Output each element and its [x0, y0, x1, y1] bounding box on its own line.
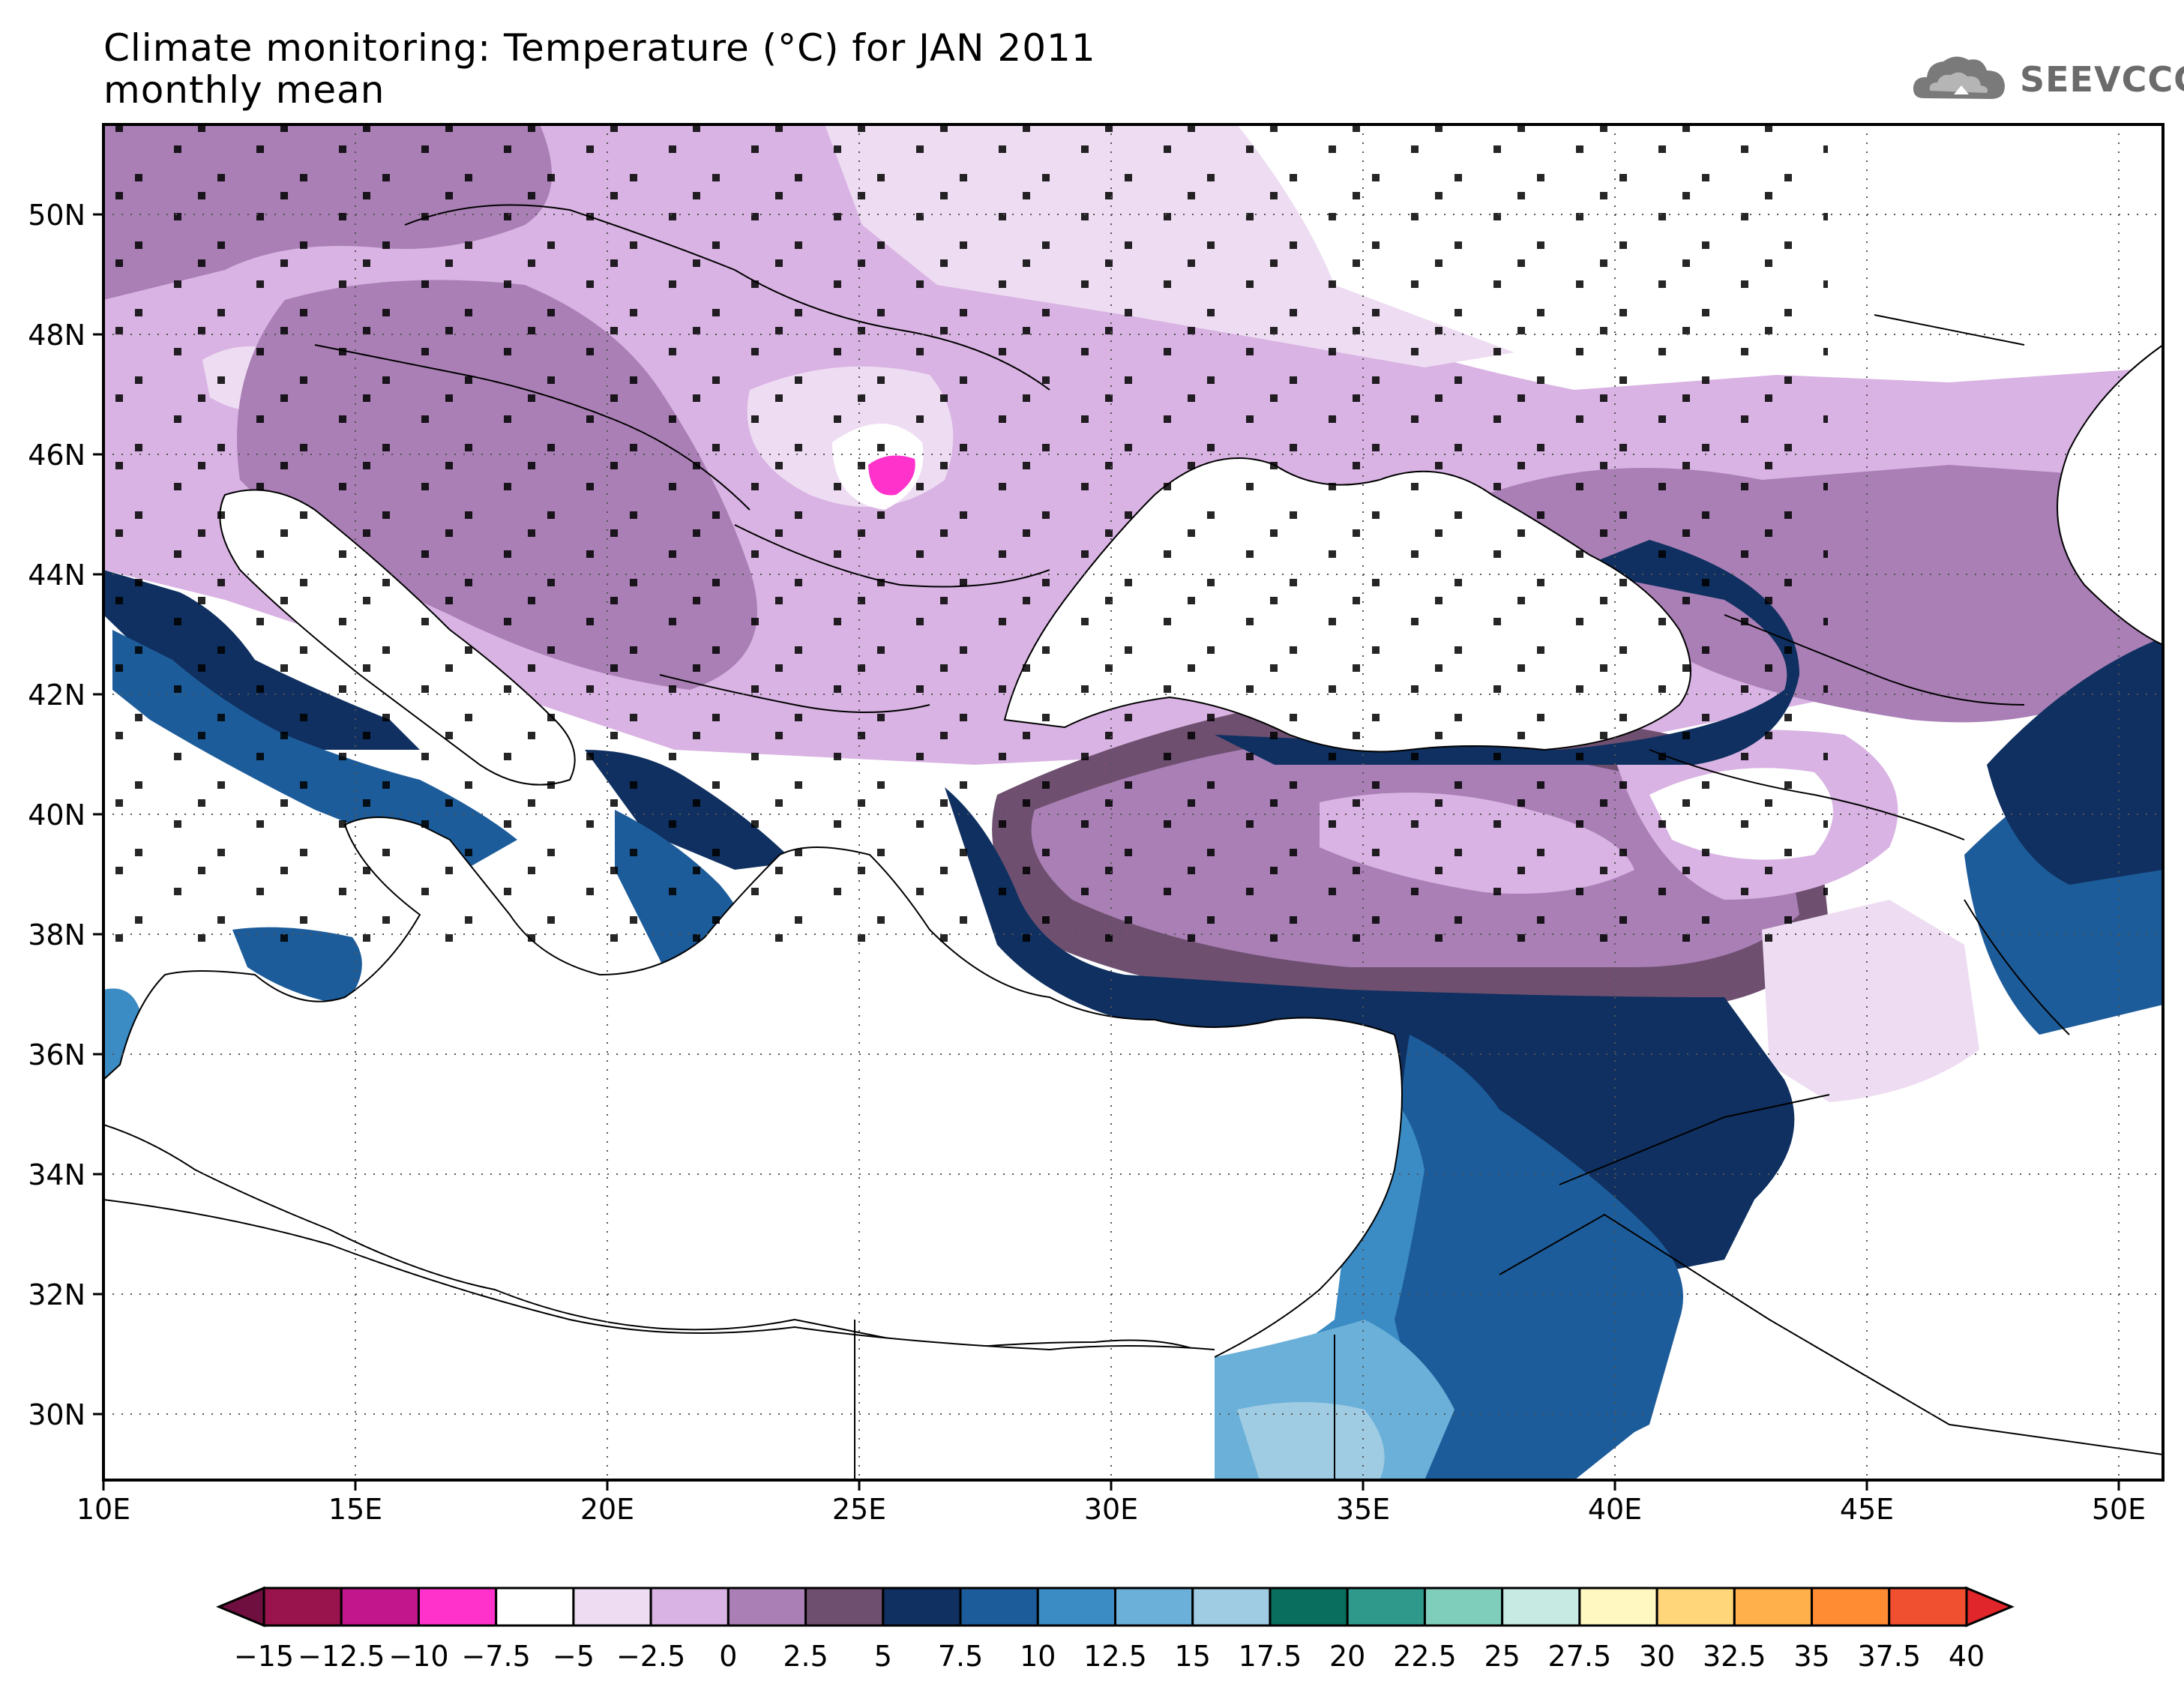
- zone-minus2.5-southeast: [1762, 900, 1979, 1102]
- colorbar-swatch: [495, 1587, 575, 1627]
- cloud-icon: [1913, 56, 2005, 99]
- lon-label: 35E: [1336, 1493, 1390, 1526]
- colorbar-label: 35: [1793, 1640, 1829, 1673]
- lat-label: 48N: [28, 319, 85, 352]
- lon-label: 25E: [832, 1493, 886, 1526]
- map-area: [103, 124, 2163, 1480]
- colorbar-right-arrow: [1965, 1586, 2015, 1628]
- colorbar-swatch: [1036, 1587, 1116, 1627]
- colorbar-swatch: [1733, 1587, 1814, 1627]
- lat-label: 34N: [28, 1158, 85, 1191]
- title-line-1: Climate monitoring: Temperature (°C) for…: [103, 26, 1096, 70]
- colorbar-label: 17.5: [1239, 1640, 1302, 1673]
- lat-label: 50N: [28, 199, 85, 232]
- colorbar-label: 10: [1020, 1640, 1056, 1673]
- colorbar-label: 2.5: [783, 1640, 828, 1673]
- colorbar-label: −15: [234, 1640, 294, 1673]
- colorbar-swatch: [262, 1587, 343, 1627]
- colorbar-swatch: [1501, 1587, 1581, 1627]
- colorbar-label: −10: [388, 1640, 448, 1673]
- zone-15-to-17.5-sinai: [1237, 1402, 1385, 1480]
- colorbar-swatch: [340, 1587, 420, 1627]
- colorbar-label: 20: [1329, 1640, 1365, 1673]
- colorbar-swatch: [1191, 1587, 1272, 1627]
- chart-title: Climate monitoring: Temperature (°C) for…: [103, 27, 1096, 111]
- zone-7.5-to-10-levant: [1395, 1035, 1683, 1480]
- colorbar-label: −7.5: [462, 1640, 531, 1673]
- colorbar-swatch: [1114, 1587, 1194, 1627]
- colorbar-label: 5: [874, 1640, 892, 1673]
- lat-label: 44N: [28, 559, 85, 592]
- lon-label: 45E: [1840, 1493, 1894, 1526]
- station-markers: [103, 124, 1828, 949]
- lon-label: 50E: [2092, 1493, 2146, 1526]
- colorbar-label: 7.5: [938, 1640, 983, 1673]
- colorbar-label: 0: [719, 1640, 737, 1673]
- colorbar-label: 22.5: [1393, 1640, 1457, 1673]
- lon-label: 10E: [76, 1493, 130, 1526]
- lon-axis: 10E 15E 20E 25E 30E 35E 40E 45E 50E: [76, 1480, 2146, 1526]
- gridlines: [103, 124, 2163, 1480]
- colorbar-swatch: [1578, 1587, 1658, 1627]
- north-africa-land: [103, 1200, 1215, 1480]
- colorbar-swatch: [1346, 1587, 1426, 1627]
- zone-5-to-7.5-caspian: [1987, 637, 2163, 885]
- colorbar-label: 15: [1175, 1640, 1211, 1673]
- colorbar-label: 12.5: [1083, 1640, 1147, 1673]
- lat-label: 30N: [28, 1398, 85, 1431]
- logo-text: SEEVCCC: [2020, 59, 2184, 100]
- lat-label: 36N: [28, 1038, 85, 1071]
- colorbar-swatch: [572, 1587, 652, 1627]
- colorbar-label: 27.5: [1548, 1640, 1612, 1673]
- colorbar-swatch: [727, 1587, 807, 1627]
- colorbar-label: 40: [1949, 1640, 1985, 1673]
- north-east-land: [1784, 124, 2163, 375]
- lat-label: 42N: [28, 679, 85, 712]
- lat-label: 40N: [28, 799, 85, 832]
- colorbar-swatch: [1269, 1587, 1349, 1627]
- lat-axis: 50N 48N 46N 44N 42N 40N 38N 36N 34N 32N 30N: [28, 199, 103, 1431]
- colorbar: −15 −12.5 −10 −7.5 −5 −2.5 0 2.5 5 7.5 10 12.5 15 17.…: [216, 1586, 2015, 1673]
- colorbar-swatch: [1888, 1587, 1968, 1627]
- arabia-land: [1574, 1110, 2163, 1480]
- colorbar-swatch: [1811, 1587, 1891, 1627]
- colorbar-swatch: [959, 1587, 1039, 1627]
- lon-label: 30E: [1084, 1493, 1138, 1526]
- title-line-2: monthly mean: [103, 68, 385, 112]
- colorbar-swatch: [882, 1587, 962, 1627]
- colorbar-label: 32.5: [1703, 1640, 1766, 1673]
- colorbar-swatch: [1423, 1587, 1504, 1627]
- lat-label: 38N: [28, 918, 85, 951]
- lon-label: 15E: [328, 1493, 382, 1526]
- colorbar-swatch: [804, 1587, 885, 1627]
- lon-label: 40E: [1588, 1493, 1642, 1526]
- colorbar-left-arrow: [216, 1586, 265, 1628]
- colorbar-label: −5: [553, 1640, 595, 1673]
- colorbar-swatch: [417, 1587, 498, 1627]
- colorbar-label: 30: [1639, 1640, 1675, 1673]
- colorbar-label: −12.5: [298, 1640, 385, 1673]
- colorbar-label: 25: [1484, 1640, 1520, 1673]
- colorbar-label: 37.5: [1857, 1640, 1921, 1673]
- colorbar-swatch: [1655, 1587, 1736, 1627]
- colorbar-swatch: [649, 1587, 729, 1627]
- caspian-sea: [2057, 343, 2163, 646]
- lon-label: 20E: [580, 1493, 634, 1526]
- seevccc-logo: SEEVCCC: [1909, 49, 2184, 109]
- map-frame: [102, 123, 2165, 1482]
- lat-label: 32N: [28, 1278, 85, 1311]
- lat-label: 46N: [28, 439, 85, 472]
- colorbar-label: −2.5: [616, 1640, 685, 1673]
